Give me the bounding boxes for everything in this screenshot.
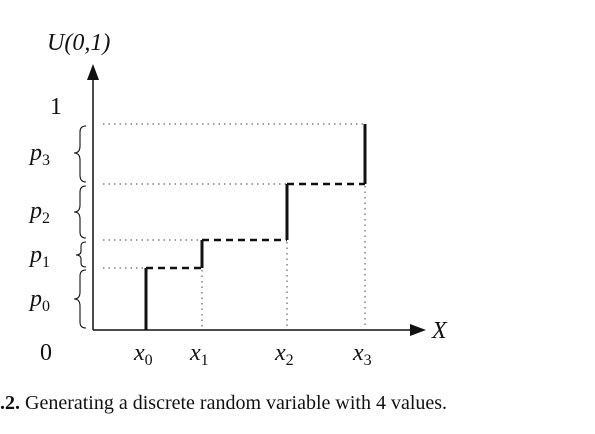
- brace-p3: [73, 125, 87, 183]
- step-jumps: [144, 124, 367, 330]
- prob-label-p2: p2: [28, 198, 50, 227]
- prob-label-p0: p0: [28, 286, 50, 315]
- x-axis-label: X: [431, 318, 448, 344]
- figure-number: .2.: [0, 392, 20, 414]
- probability-braces: [73, 125, 87, 329]
- x-label-x3: x3: [352, 340, 372, 369]
- figure-caption: .2. Generating a discrete random variabl…: [0, 392, 595, 415]
- brace-p0: [73, 269, 87, 329]
- step-plateaus: [146, 182, 365, 270]
- x-label-x1: x1: [189, 340, 209, 369]
- brace-p1: [75, 241, 87, 268]
- y-axis-arrow: [87, 64, 99, 80]
- horizontal-guides: [103, 123, 365, 269]
- cdf-step-diagram: U(0,1) X 1 0 p0 p1 p2 p3 x0 x1 x2 x3: [28, 30, 448, 369]
- prob-label-p1: p1: [28, 242, 50, 271]
- y-axis-label: U(0,1): [47, 30, 110, 56]
- x-label-x2: x2: [274, 340, 294, 369]
- y-top-label: 1: [50, 94, 62, 120]
- caption-text: Generating a discrete random variable wi…: [25, 392, 448, 414]
- x-axis-arrow: [410, 324, 426, 336]
- x-label-x0: x0: [133, 340, 153, 369]
- origin-label: 0: [40, 340, 52, 366]
- vertical-guides: [201, 186, 366, 330]
- prob-label-p3: p3: [28, 140, 50, 169]
- brace-p2: [73, 185, 87, 239]
